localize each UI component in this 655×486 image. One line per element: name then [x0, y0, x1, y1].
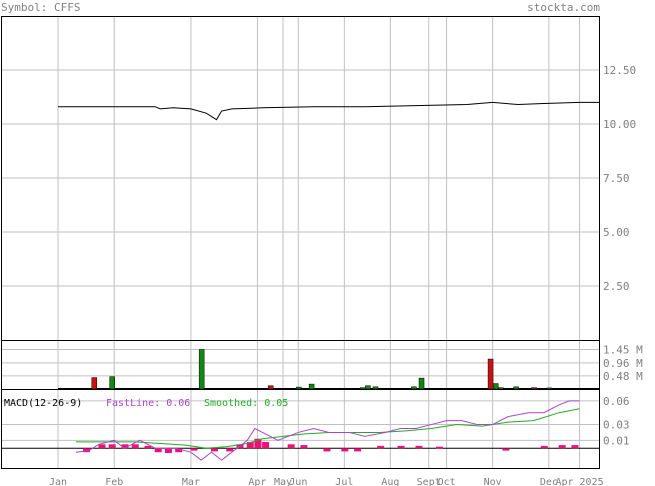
volume-bar — [487, 358, 494, 390]
macd-histogram-bar — [415, 445, 423, 449]
y-axes: 12.50 10.00 7.50 5.00 2.50 1.45 M0.96 M0.48 M… — [603, 64, 643, 447]
volume-bar — [546, 387, 553, 390]
price-tick-label: 2.50 — [603, 280, 630, 293]
price-tick-label: 7.50 — [603, 172, 630, 185]
volume-bar — [198, 349, 205, 390]
volume-bar — [531, 387, 537, 390]
macd-histogram-bar — [121, 444, 129, 449]
symbol-label: Symbol: CFFS — [1, 1, 81, 14]
volume-panel — [58, 349, 600, 390]
macd-histogram-bar — [435, 446, 443, 449]
x-tick-label: Jan — [49, 477, 67, 486]
x-tick-label: Apr — [248, 477, 266, 486]
x-tick-label: Mar — [182, 477, 200, 486]
macd-tick-label: 0.03 — [603, 419, 630, 432]
x-tick-label: May — [274, 477, 292, 486]
x-tick-label: Apr 2025 — [555, 477, 603, 486]
price-tick-label: 12.50 — [603, 64, 636, 77]
macd-histogram-bar — [502, 448, 510, 451]
macd-histogram-bar — [254, 438, 262, 449]
macd-histogram-bar — [341, 448, 349, 452]
macd-histogram-bar — [377, 445, 385, 449]
x-tick-label: Jul — [335, 477, 353, 486]
volume-bar — [513, 386, 519, 390]
macd-smoothed-line — [75, 408, 580, 449]
volume-bar — [91, 377, 98, 390]
macd-tick-label: 0.06 — [603, 395, 630, 408]
volume-bar — [109, 376, 115, 390]
macd-panel — [1, 400, 599, 461]
volume-bar — [267, 385, 274, 390]
x-tick-label: Dec — [540, 477, 558, 486]
macd-histogram-bar — [262, 441, 270, 449]
volume-bar — [308, 383, 315, 390]
volume-bar — [418, 377, 425, 390]
macd-histogram-bar — [226, 448, 234, 452]
macd-histogram-bar — [354, 448, 362, 452]
panel-frame — [1, 340, 600, 390]
volume-tick-label: 0.48 M — [603, 370, 643, 383]
volume-bar — [492, 383, 499, 390]
volume-bar — [359, 387, 366, 390]
macd-histogram-bar — [210, 448, 218, 452]
x-tick-label: Jun — [289, 477, 307, 486]
macd-histogram-bar — [558, 445, 566, 449]
chart-grid — [1, 16, 599, 468]
x-tick-label: Sept — [417, 477, 441, 486]
macd-histogram-bar — [323, 448, 331, 452]
macd-histogram-bar — [131, 444, 139, 449]
macd-histogram-bar — [175, 448, 183, 453]
macd-fast-line — [75, 400, 580, 461]
panel-frame — [1, 389, 600, 469]
volume-tick-label: 1.45 M — [603, 344, 643, 357]
macd-legend-name: MACD(12-26-9) — [4, 398, 82, 409]
macd-legend-smoothed: Smoothed: 0.05 — [204, 398, 288, 409]
volume-bar — [296, 386, 302, 390]
macd-histogram-bar — [246, 441, 254, 449]
macd-histogram-bar — [164, 448, 172, 453]
volume-tick-label: 0.96 M — [603, 357, 643, 370]
volume-bar — [372, 386, 379, 390]
volume-bar — [365, 385, 371, 390]
price-panel — [58, 101, 600, 121]
macd-histogram-bar — [98, 444, 106, 449]
panel-frames — [1, 16, 600, 469]
macd-histogram-bar — [154, 448, 162, 453]
macd-histogram-bar — [287, 444, 295, 449]
macd-tick-label: 0.01 — [603, 434, 630, 447]
macd-histogram-bar — [540, 445, 548, 449]
volume-bar — [498, 387, 504, 390]
x-tick-label: Feb — [105, 477, 123, 486]
price-line — [58, 101, 600, 121]
x-tick-label: Oct — [438, 477, 456, 486]
x-tick-label: Aug — [381, 477, 399, 486]
macd-histogram-bar — [108, 444, 116, 449]
macd-histogram-bar — [190, 448, 198, 451]
price-tick-label: 10.00 — [603, 118, 636, 131]
volume-bar — [411, 386, 417, 390]
macd-histogram-bar — [144, 445, 152, 449]
macd-histogram-bar — [83, 448, 91, 453]
macd-histogram-bar — [300, 445, 308, 449]
site-label[interactable]: stockta.com — [527, 1, 600, 14]
x-tick-label: Nov — [484, 477, 502, 486]
macd-histogram-bar — [571, 445, 579, 449]
price-tick-label: 5.00 — [603, 226, 630, 239]
macd-histogram-bar — [397, 445, 405, 449]
macd-legend-fast: FastLine: 0.06 — [106, 398, 190, 409]
